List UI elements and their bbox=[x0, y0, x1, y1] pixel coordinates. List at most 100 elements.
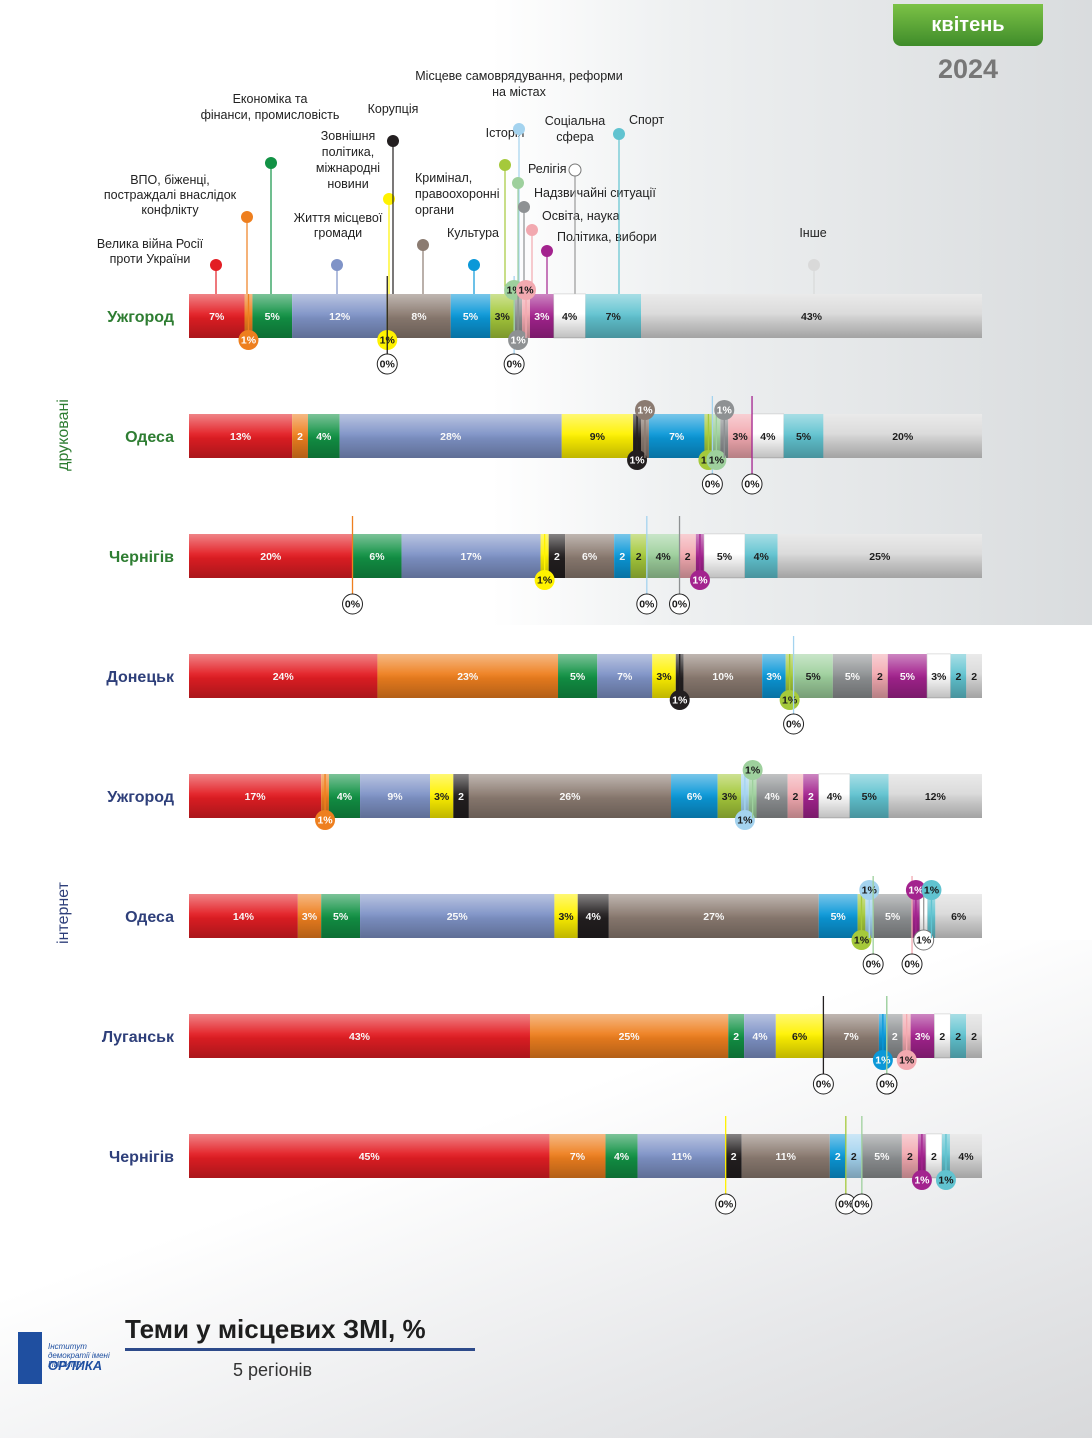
legend-item: ВПО, біженці,постраждалі внаслідокконфлі… bbox=[104, 173, 253, 294]
callout-marker bbox=[701, 473, 723, 495]
legend-label: Корупція bbox=[368, 102, 419, 116]
segment-label: 4% bbox=[614, 1151, 630, 1163]
segment-label: 9% bbox=[590, 431, 606, 443]
legend-item: Корупція bbox=[368, 102, 419, 294]
legend-item: Надзвичайні ситуації bbox=[518, 186, 656, 294]
callout-label: 0% bbox=[672, 599, 688, 611]
segment-label: 3% bbox=[656, 671, 672, 683]
segment-label: 12% bbox=[329, 311, 351, 323]
callout-label: 0% bbox=[854, 1199, 870, 1211]
segment-label: 3% bbox=[766, 671, 782, 683]
callout: 0% bbox=[851, 1116, 873, 1215]
row-label: Одеса bbox=[125, 429, 174, 446]
callout-label: 1% bbox=[914, 1175, 930, 1187]
segment-label: 9% bbox=[387, 791, 403, 803]
legend-label: міжнародні bbox=[316, 161, 380, 175]
segment-label: 28% bbox=[440, 431, 462, 443]
legend-label: Життя місцевої bbox=[294, 211, 383, 225]
legend-label: Політика, вибори bbox=[557, 230, 657, 244]
segment-label: 14% bbox=[233, 911, 255, 923]
segment-label: 6% bbox=[369, 551, 385, 563]
callout-marker bbox=[627, 450, 648, 470]
segment-label: 2 bbox=[554, 551, 560, 563]
callout-label: 1% bbox=[854, 935, 870, 947]
callout-label: 1% bbox=[692, 575, 708, 587]
group-label: інтернет bbox=[55, 881, 72, 944]
callout-marker bbox=[872, 1050, 893, 1070]
segment-label: 6% bbox=[792, 1031, 808, 1043]
callout-label: 1% bbox=[709, 455, 725, 467]
segment-label: 2 bbox=[458, 791, 464, 803]
callout: 0% bbox=[876, 996, 898, 1095]
callout-label: 0% bbox=[904, 959, 920, 971]
legend-label: правоохоронні bbox=[415, 187, 500, 201]
legend-label: громади bbox=[314, 226, 362, 240]
legend-item: Економіка та фінанси, промисловість bbox=[201, 92, 339, 294]
segment-label: 17% bbox=[461, 551, 483, 563]
callout-marker bbox=[859, 880, 880, 900]
title-rule bbox=[125, 1348, 475, 1351]
callout-marker bbox=[935, 1170, 956, 1190]
segment-label: 5% bbox=[900, 671, 916, 683]
legend-marker bbox=[241, 211, 253, 223]
callout-label: 0% bbox=[507, 359, 523, 371]
segment-label: 2 bbox=[971, 671, 977, 683]
segment-label: 5% bbox=[806, 671, 822, 683]
segment-label: 12% bbox=[925, 791, 947, 803]
legend-marker bbox=[265, 157, 277, 169]
callout: 1% bbox=[689, 534, 710, 590]
row-label: Ужгород bbox=[107, 309, 174, 326]
callout-marker bbox=[862, 953, 884, 975]
legend-label: сфера bbox=[556, 130, 593, 144]
callout: 1% bbox=[905, 880, 926, 938]
callout-label: 0% bbox=[639, 599, 655, 611]
segment-label: 4% bbox=[958, 1151, 974, 1163]
legend-marker bbox=[468, 259, 480, 271]
segment-label: 2 bbox=[851, 1151, 857, 1163]
callout-marker bbox=[741, 473, 763, 495]
callout-marker bbox=[669, 690, 690, 710]
segment-label: 4% bbox=[562, 311, 578, 323]
segment-label: 2 bbox=[892, 1031, 898, 1043]
segment-label: 4% bbox=[760, 431, 776, 443]
segment-label: 3% bbox=[558, 911, 574, 923]
segment-label: 6% bbox=[951, 911, 967, 923]
callout-label: 1% bbox=[924, 885, 940, 897]
callout-label: 1% bbox=[737, 815, 753, 827]
row-label: Луганськ bbox=[102, 1029, 175, 1046]
logo-line1: Інститут демократії імені ПИЛИПА bbox=[48, 1342, 110, 1369]
callout-marker bbox=[706, 450, 727, 470]
callout: 1% bbox=[315, 774, 336, 830]
legend-item: Інше bbox=[799, 226, 827, 294]
callout-marker bbox=[634, 400, 655, 420]
segment-label: 3% bbox=[733, 431, 749, 443]
segment-label: 5% bbox=[845, 671, 861, 683]
callout-marker bbox=[779, 690, 800, 710]
trident-logo-icon bbox=[18, 1332, 42, 1384]
group-label: друковані bbox=[55, 399, 72, 471]
segment-label: 10% bbox=[712, 671, 734, 683]
segment-label: 43% bbox=[349, 1031, 371, 1043]
callout-label: 1% bbox=[629, 455, 645, 467]
callout-label: 1% bbox=[518, 285, 534, 297]
callout-label: 1% bbox=[908, 885, 924, 897]
segment-label: 4% bbox=[337, 791, 353, 803]
callout-marker bbox=[905, 880, 926, 900]
callout-marker bbox=[921, 880, 942, 900]
year-label: 2024 bbox=[937, 54, 999, 84]
callout-label: 0% bbox=[838, 1199, 854, 1211]
segment-label: 3% bbox=[534, 311, 550, 323]
segment-label: 8% bbox=[411, 311, 427, 323]
legend-item: Релігія bbox=[512, 162, 567, 294]
callout: 1% bbox=[921, 880, 942, 938]
segment-label: 4% bbox=[586, 911, 602, 923]
legend-marker bbox=[210, 259, 222, 271]
legend-marker bbox=[568, 163, 582, 177]
callout-label: 1% bbox=[916, 935, 932, 947]
segment-label: 7% bbox=[570, 1151, 586, 1163]
callout: 0% bbox=[862, 876, 884, 975]
legend-label: постраждалі внаслідок bbox=[104, 188, 237, 202]
segment-label: 2 bbox=[955, 1031, 961, 1043]
